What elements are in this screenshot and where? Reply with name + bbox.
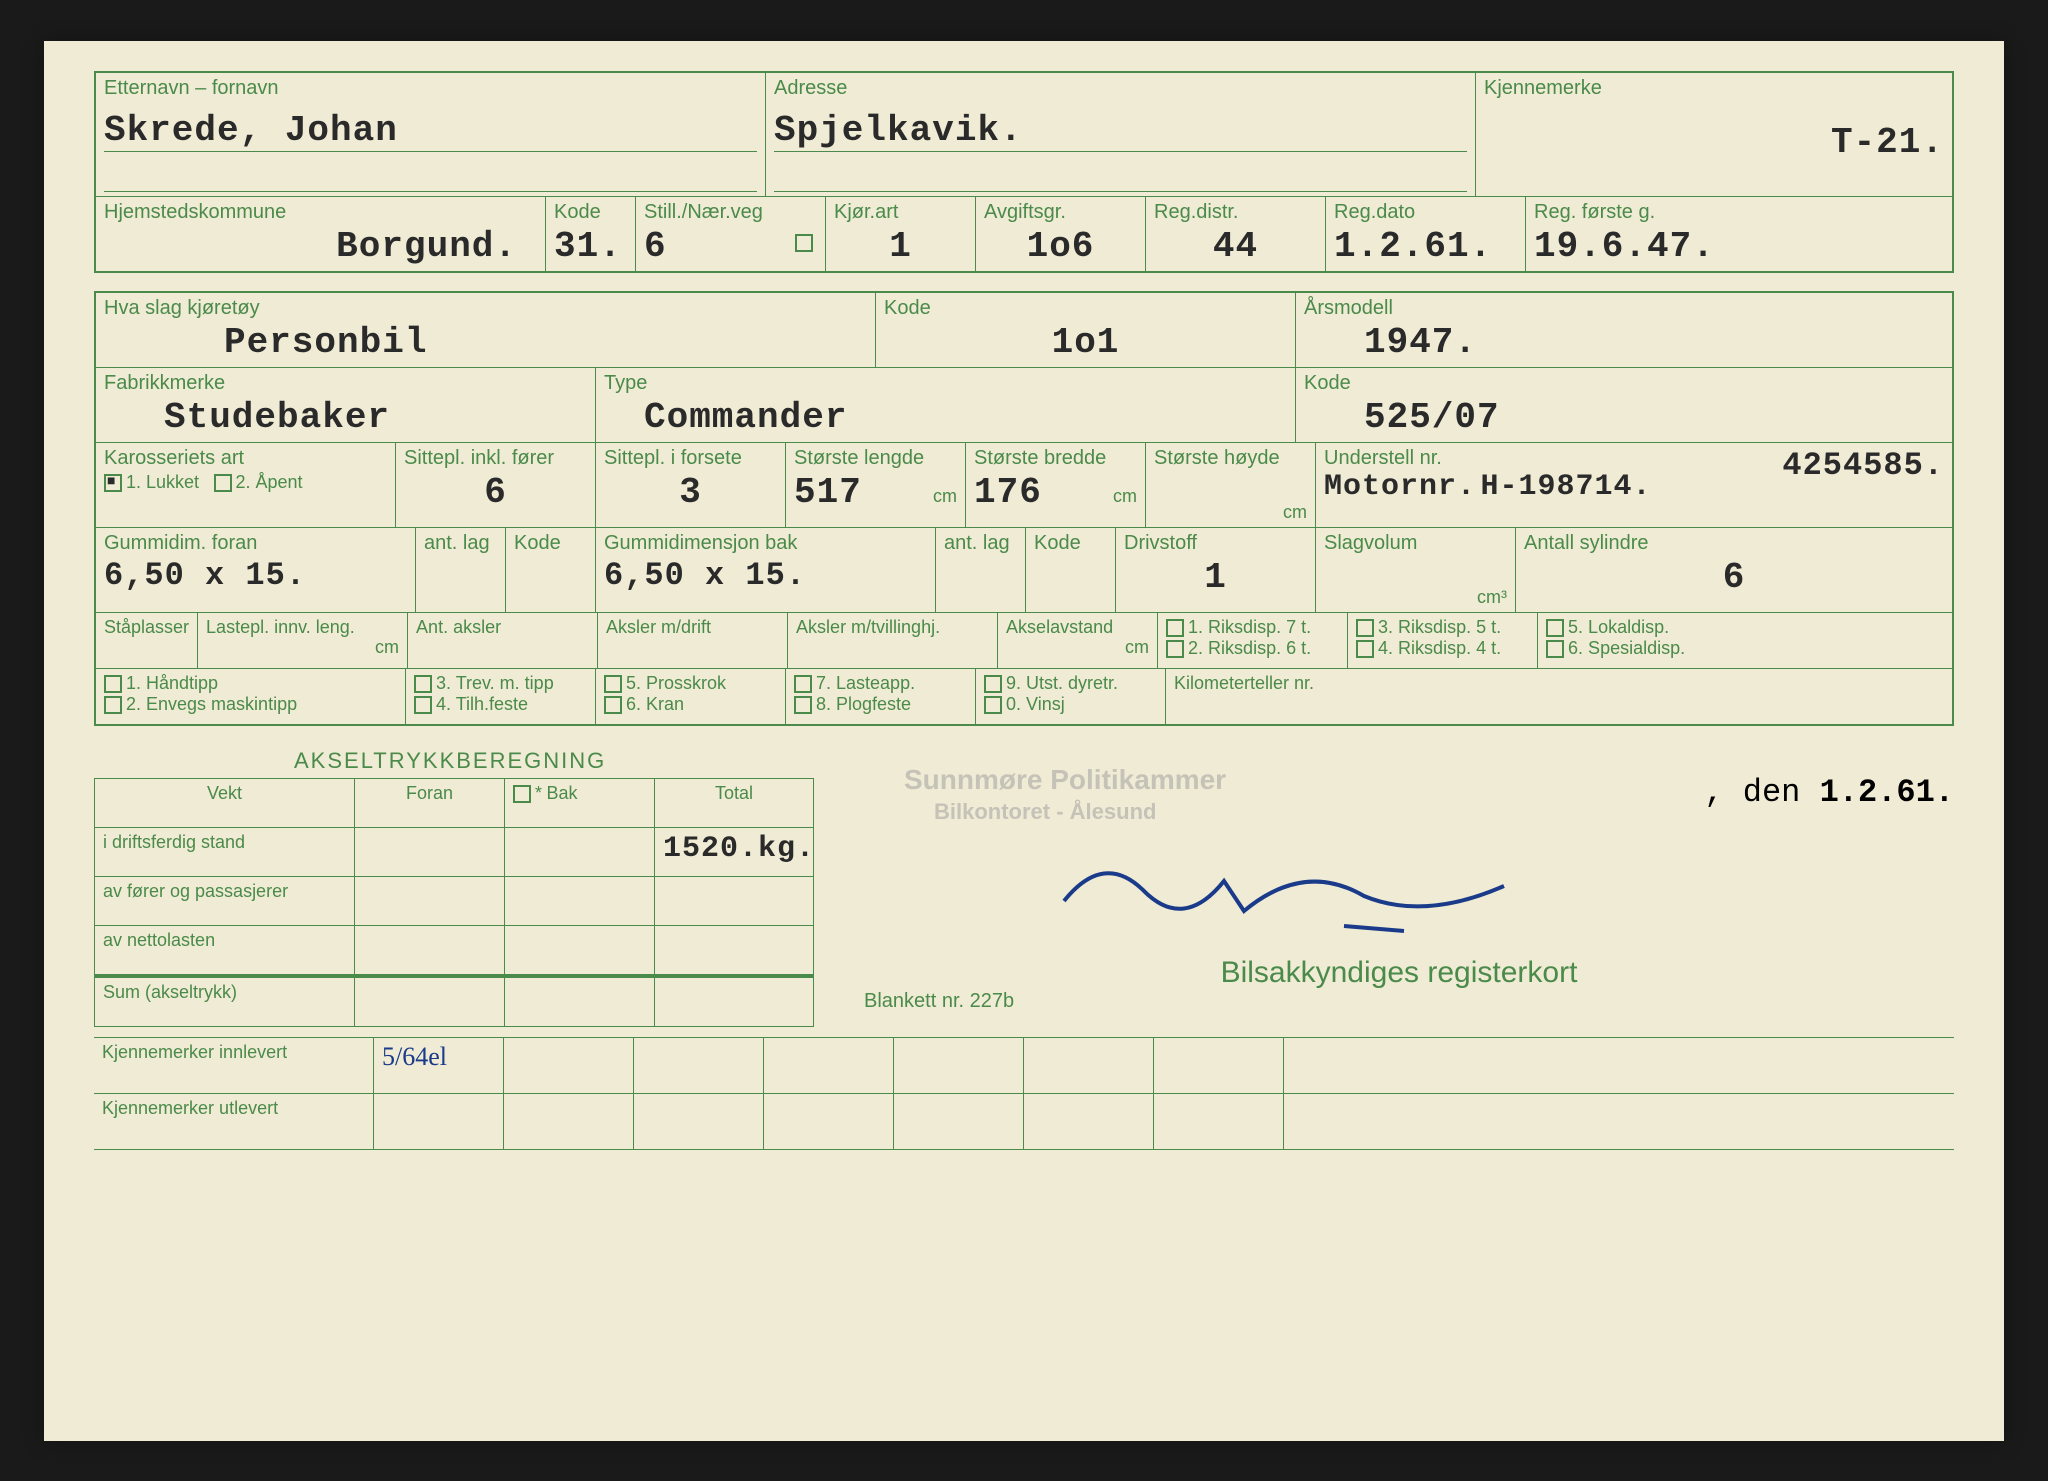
antlag1-cell: ant. lag [416,528,506,612]
apent-checkbox [214,474,232,492]
stamp-line1: Sunnmøre Politikammer [904,764,1226,796]
plate-value: T-21. [1484,122,1944,163]
weight-block: AKSELTRYKKBEREGNING Vekt Foran * Bak Tot… [94,744,814,1027]
sittepl-cell: Sittepl. inkl. fører 6 [396,443,596,527]
signature-block: Sunnmøre Politikammer Bilkontoret - Åles… [844,744,1954,1027]
still-cell: Still./Nær.veg 6 [636,197,826,271]
lower-section: AKSELTRYKKBEREGNING Vekt Foran * Bak Tot… [94,744,1954,1027]
kommune-cell: Hjemstedskommune Borgund. [96,197,546,271]
kjorart-cell: Kjør.art 1 [826,197,976,271]
registration-card: Etternavn – fornavn Skrede, Johan Adress… [44,41,2004,1441]
address-cell: Adresse Spjelkavik. [766,73,1476,196]
footer-title: Bilsakkyndiges registerkort [844,956,1954,990]
plate-label: Kjennemerke [1484,77,1944,100]
gummi-foran-cell: Gummidim. foran 6,50 x 15. [96,528,416,612]
karosseri-cell: Karosseriets art 1. Lukket 2. Åpent [96,443,396,527]
name-label: Etternavn – fornavn [104,77,757,100]
vehicle-kode-cell: Kode 1o1 [876,293,1296,367]
bottom-section: Kjennemerker innlevert 5/64el Kjennemerk… [94,1037,1954,1150]
sittepl-for-cell: Sittepl. i forsete 3 [596,443,786,527]
bredde-cell: Største bredde 176 cm [966,443,1146,527]
address-label: Adresse [774,77,1467,100]
lukket-checkbox [104,474,122,492]
plate-cell: Kjennemerke T-21. [1476,73,1952,196]
vehicle-section: Hva slag kjøretøy Personbil Kode 1o1 Års… [94,291,1954,726]
innlevert-value: 5/64el [382,1042,447,1071]
kode-cell: Kode 31. [546,197,636,271]
header-section: Etternavn – fornavn Skrede, Johan Adress… [94,71,1954,273]
fabrikk-cell: Fabrikkmerke Studebaker [96,368,596,442]
hoyde-cell: Største høyde cm [1146,443,1316,527]
understell-cell: Understell nr. 4254585. Motornr. H-19871… [1316,443,1952,527]
drivstoff-cell: Drivstoff 1 [1116,528,1316,612]
avgift-cell: Avgiftsgr. 1o6 [976,197,1146,271]
regdato-cell: Reg.dato 1.2.61. [1326,197,1526,271]
type2-cell: Type Commander [596,368,1296,442]
weight-title: AKSELTRYKKBEREGNING [94,744,814,778]
stamp-line2: Bilkontoret - Ålesund [934,799,1156,825]
kode4-cell: Kode [1026,528,1116,612]
vehicle-type-cell: Hva slag kjøretøy Personbil [96,293,876,367]
regdistr-cell: Reg.distr. 44 [1146,197,1326,271]
kode2-cell: Kode 525/07 [1296,368,1952,442]
gummi-bak-cell: Gummidimensjon bak 6,50 x 15. [596,528,936,612]
signature-svg [1044,831,1544,951]
address-value: Spjelkavik. [774,110,1467,151]
lengde-cell: Største lengde 517 cm [786,443,966,527]
name-cell: Etternavn – fornavn Skrede, Johan [96,73,766,196]
slagvolum-cell: Slagvolum cm³ [1316,528,1516,612]
blankett-label: Blankett nr. 227b [844,990,1954,1013]
regforste-cell: Reg. første g. 19.6.47. [1526,197,1952,271]
name-value: Skrede, Johan [104,110,757,151]
kode3-cell: Kode [506,528,596,612]
sylindre-cell: Antall sylindre 6 [1516,528,1952,612]
arsmodell-cell: Årsmodell 1947. [1296,293,1952,367]
antlag2-cell: ant. lag [936,528,1026,612]
